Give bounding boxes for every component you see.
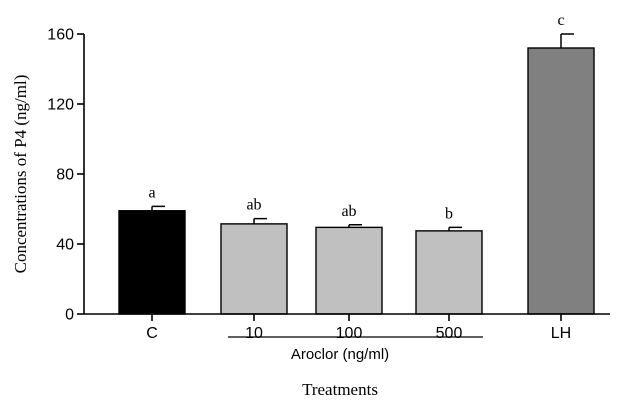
y-tick-label: 80 [56,167,74,184]
x-tick-label: LH [551,325,571,342]
bar-lh [527,47,595,315]
bar-c [118,210,186,315]
y-axis-label: Concentrations of P4 (ng/ml) [11,75,30,274]
x-axis: C 10 100 500 LH [84,313,610,342]
significance-letter: b [445,205,453,222]
x-tick-label: 500 [436,325,463,342]
bar-100 [315,226,383,315]
bars: a ab ab b c [118,12,595,315]
significance-letter: a [148,184,155,201]
x-tick-label: 10 [245,325,263,342]
significance-letter: c [557,12,564,29]
y-tick-label: 0 [65,307,74,324]
significance-letter: ab [246,197,261,214]
y-tick-label: 120 [47,97,74,114]
significance-letter: ab [341,203,356,220]
y-axis: 0 40 80 120 160 [47,27,85,324]
y-tick-label: 40 [56,237,74,254]
aroclor-group-label: Aroclor (ng/ml) [291,346,389,363]
x-tick-label: 100 [336,325,363,342]
x-tick-label: C [146,325,158,342]
bar-10 [220,223,288,315]
y-tick-label: 160 [47,27,74,44]
bar-500 [415,230,483,315]
x-axis-title: Treatments [302,380,378,399]
